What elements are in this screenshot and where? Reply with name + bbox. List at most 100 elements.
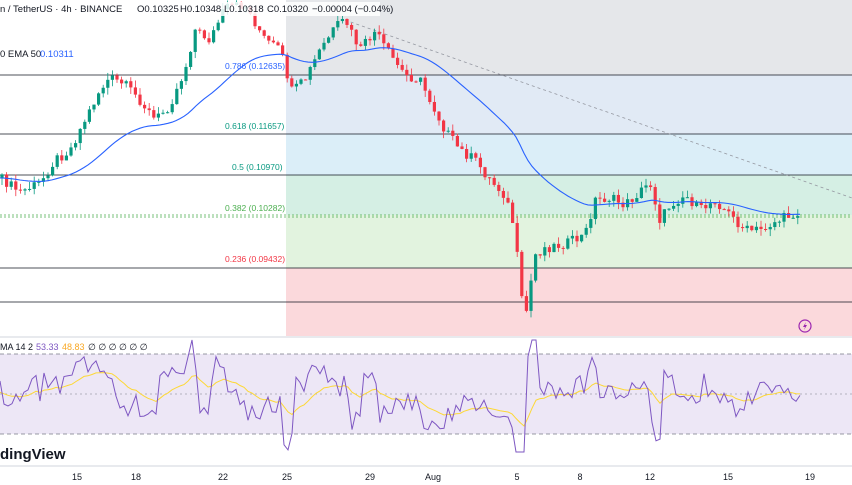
rsi-legend[interactable]: MA 14 2 53.33 48.83 ∅ ∅ ∅ ∅ ∅ ∅ bbox=[0, 342, 148, 352]
candle-body bbox=[97, 93, 101, 105]
candle-body bbox=[133, 87, 137, 95]
candle-body bbox=[69, 147, 73, 156]
candle-body bbox=[350, 24, 354, 30]
candle-body bbox=[5, 174, 9, 187]
fib-zone-618 bbox=[286, 134, 852, 175]
candle-body bbox=[511, 202, 515, 224]
candle-body bbox=[41, 178, 45, 182]
candlestick-series bbox=[0, 0, 800, 318]
candle-body bbox=[529, 280, 533, 311]
candle-body bbox=[354, 29, 358, 45]
candle-body bbox=[345, 18, 349, 25]
candle-body bbox=[501, 190, 505, 198]
candle-body bbox=[607, 200, 611, 202]
candle-body bbox=[143, 104, 147, 109]
candle-body bbox=[455, 135, 459, 147]
symbol-title[interactable]: n / TetherUS · 4h · BINANCE bbox=[0, 4, 122, 15]
ema-legend-bg bbox=[0, 47, 76, 60]
candle-body bbox=[681, 197, 685, 204]
fib-zone-5 bbox=[286, 175, 852, 215]
candle-body bbox=[152, 110, 156, 118]
candle-body bbox=[639, 187, 643, 199]
x-tick-label: 18 bbox=[131, 472, 141, 482]
candle-body bbox=[603, 198, 607, 202]
candle-body bbox=[212, 30, 216, 43]
candle-body bbox=[566, 238, 570, 249]
candle-body bbox=[736, 216, 740, 228]
candle-body bbox=[557, 243, 561, 248]
candle-body bbox=[644, 185, 648, 188]
candle-body bbox=[373, 31, 377, 41]
candle-body bbox=[478, 157, 482, 168]
candle-body bbox=[538, 254, 542, 256]
x-tick-label: Aug bbox=[425, 472, 441, 482]
candle-body bbox=[55, 155, 59, 167]
candle-body bbox=[451, 130, 455, 136]
candle-body bbox=[469, 153, 473, 159]
candle-body bbox=[28, 188, 32, 190]
candle-body bbox=[51, 166, 55, 176]
candle-body bbox=[676, 203, 680, 206]
candle-body bbox=[317, 49, 321, 60]
ema-legend-value: 0.10311 bbox=[40, 49, 74, 60]
candle-body bbox=[616, 194, 620, 203]
lightning-icon[interactable] bbox=[798, 319, 812, 333]
candle-body bbox=[101, 87, 105, 94]
candle-body bbox=[166, 112, 170, 114]
x-tick-label: 8 bbox=[577, 472, 582, 482]
candle-body bbox=[547, 247, 551, 253]
candle-body bbox=[87, 109, 91, 122]
candle-body bbox=[791, 217, 795, 219]
x-tick-label: 22 bbox=[218, 472, 228, 482]
candle-body bbox=[74, 143, 78, 148]
candle-body bbox=[340, 18, 344, 22]
rsi-legend-extra: ∅ ∅ ∅ ∅ ∅ ∅ bbox=[88, 342, 148, 352]
candle-body bbox=[363, 38, 367, 46]
ema-legend[interactable]: 0 EMA 50 0.10311 bbox=[0, 49, 74, 60]
fib-zone-786 bbox=[286, 75, 852, 134]
ohlc-close: C0.10320 bbox=[267, 4, 308, 15]
candle-body bbox=[782, 213, 786, 222]
candle-body bbox=[276, 42, 280, 46]
candle-body bbox=[593, 197, 597, 220]
time-axis[interactable]: 15 18 22 25 29 Aug 5 8 12 15 19 bbox=[72, 472, 815, 482]
candle-body bbox=[253, 13, 257, 27]
candle-body bbox=[685, 197, 689, 199]
candle-body bbox=[156, 113, 160, 118]
rsi-legend-value: 53.33 bbox=[36, 342, 59, 352]
fib-label-382: 0.382 (0.10282) bbox=[225, 203, 285, 213]
x-tick-label: 5 bbox=[514, 472, 519, 482]
candle-body bbox=[580, 234, 584, 242]
ohlc-open: O0.10325 bbox=[137, 4, 179, 15]
candle-body bbox=[589, 219, 593, 228]
candle-body bbox=[437, 111, 441, 121]
candle-body bbox=[64, 155, 68, 161]
candle-body bbox=[331, 27, 335, 38]
candle-body bbox=[488, 177, 492, 179]
candle-body bbox=[281, 45, 285, 55]
fib-zone-top bbox=[286, 0, 852, 75]
candle-body bbox=[46, 175, 50, 179]
fib-lines bbox=[0, 74, 852, 303]
candle-body bbox=[506, 197, 510, 203]
candle-body bbox=[184, 66, 188, 82]
candle-body bbox=[299, 79, 303, 84]
brand-logo: dingView bbox=[0, 446, 66, 463]
x-tick-label: 19 bbox=[805, 472, 815, 482]
candle-body bbox=[460, 146, 464, 149]
candle-body bbox=[271, 40, 275, 43]
candle-body bbox=[400, 64, 404, 70]
candle-body bbox=[612, 194, 616, 201]
candle-body bbox=[708, 203, 712, 209]
fib-label-786: 0.786 (0.12635) bbox=[225, 61, 285, 71]
candle-body bbox=[290, 78, 294, 87]
candle-body bbox=[285, 54, 289, 79]
candle-body bbox=[796, 216, 800, 218]
candle-body bbox=[428, 90, 432, 102]
fib-label-618: 0.618 (0.11657) bbox=[225, 121, 285, 131]
ema-legend-label: 0 EMA 50 bbox=[0, 49, 41, 60]
candle-body bbox=[552, 243, 556, 253]
x-tick-label: 25 bbox=[282, 472, 292, 482]
candle-body bbox=[198, 29, 202, 31]
